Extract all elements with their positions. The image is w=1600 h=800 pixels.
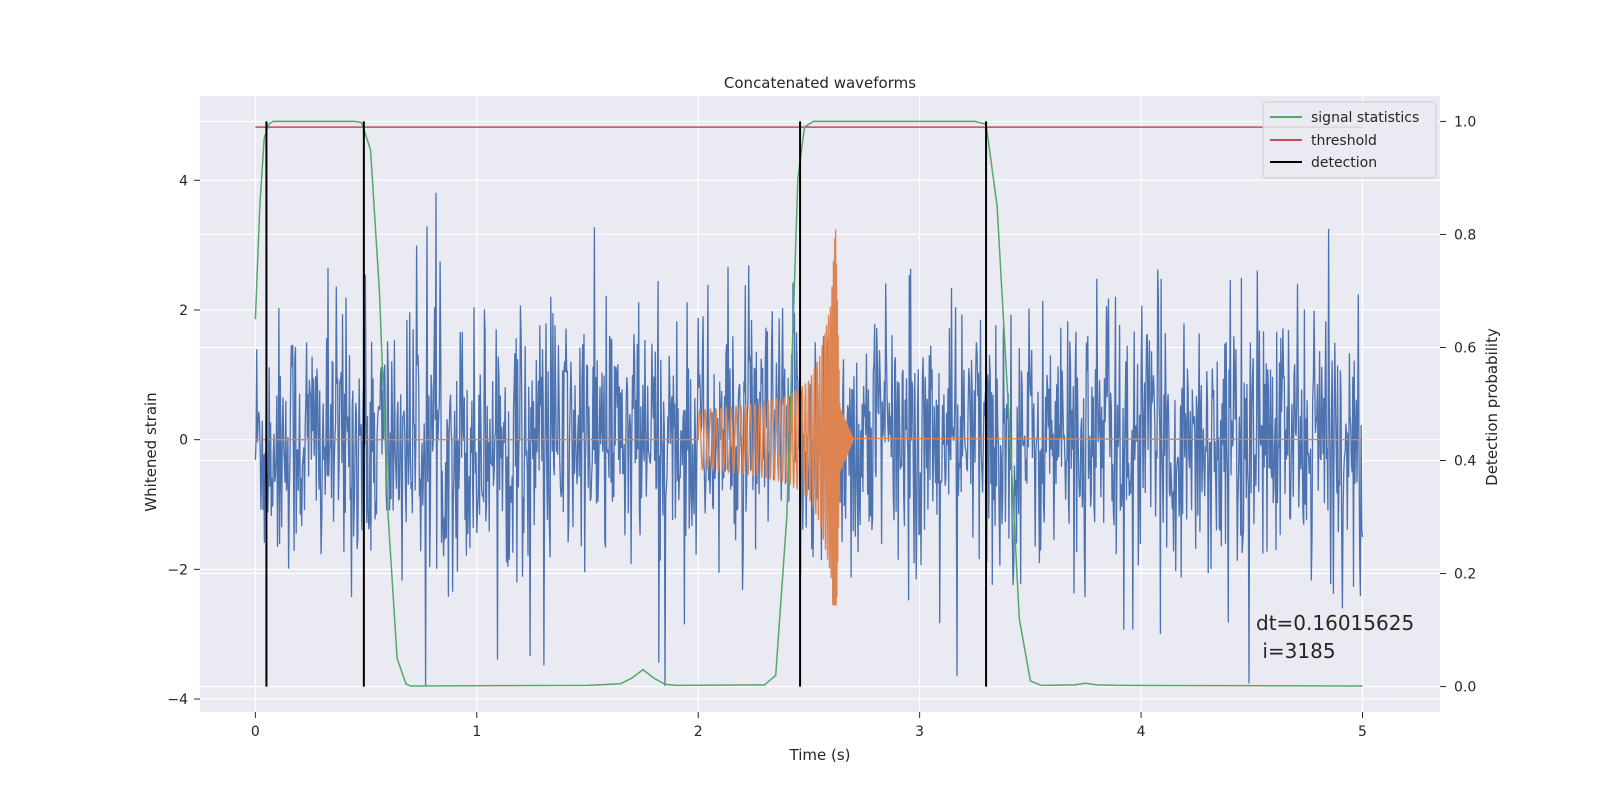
legend-label-detection: detection xyxy=(1311,155,1377,171)
y-left-axis-ticks: −4 −2 0 2 4 xyxy=(167,173,200,708)
y-right-tick-label: 0.4 xyxy=(1454,454,1476,470)
y-left-tick-label: 2 xyxy=(179,303,188,319)
annotation-i: i=3185 xyxy=(1256,639,1336,663)
x-axis-label: Time (s) xyxy=(789,746,851,764)
x-tick-label: 2 xyxy=(694,724,703,740)
y-right-tick-label: 0.6 xyxy=(1454,340,1476,356)
y-right-tick-label: 0.0 xyxy=(1454,680,1476,696)
x-axis-ticks: 0 1 2 3 4 5 xyxy=(251,712,1367,740)
y-left-tick-label: −2 xyxy=(167,562,188,578)
y-right-tick-label: 0.2 xyxy=(1454,567,1476,583)
y-left-axis-label: Whitened strain xyxy=(142,392,160,511)
chirp-waveform-series xyxy=(255,229,1363,606)
y-right-tick-label: 0.8 xyxy=(1454,227,1476,243)
x-tick-label: 5 xyxy=(1358,724,1367,740)
legend-label-signal-statistics: signal statistics xyxy=(1311,110,1419,126)
x-tick-label: 1 xyxy=(472,724,481,740)
y-left-tick-label: −4 xyxy=(167,692,188,708)
legend-label-threshold: threshold xyxy=(1311,133,1377,149)
legend: signal statistics threshold detection xyxy=(1262,101,1437,179)
legend-box xyxy=(1262,101,1437,179)
y-right-axis-label: Detection probability xyxy=(1483,328,1501,486)
y-left-tick-label: 4 xyxy=(179,173,188,189)
signal-statistics-line xyxy=(254,120,1363,687)
detection-lines xyxy=(265,121,988,687)
annotation-dt: dt=0.16015625 xyxy=(1256,611,1414,635)
x-tick-label: 0 xyxy=(251,724,260,740)
x-tick-label: 3 xyxy=(915,724,924,740)
y-left-tick-label: 0 xyxy=(179,433,188,449)
chart-title: Concatenated waveforms xyxy=(724,74,916,92)
y-right-axis-ticks: 0.0 0.2 0.4 0.6 0.8 1.0 xyxy=(1440,114,1476,696)
whitened-noise-series xyxy=(254,192,1364,687)
y-right-tick-label: 1.0 xyxy=(1454,114,1476,130)
x-tick-label: 4 xyxy=(1137,724,1146,740)
